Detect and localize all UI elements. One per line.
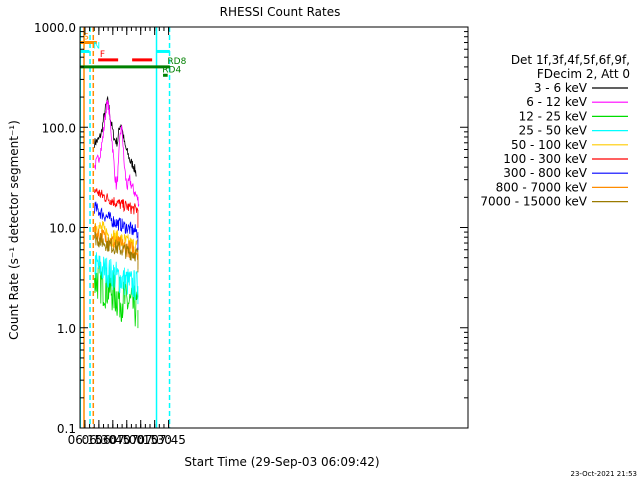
y-tick-label: 1.0 — [57, 322, 76, 336]
series-line — [94, 260, 139, 327]
x-tick-label: 06:45 — [96, 433, 131, 447]
legend-label: 6 - 12 keV — [526, 95, 588, 109]
axes-layer: 1000.0 100.0 10.0 1.0 0.106:1506:3006:4507:0… — [34, 21, 469, 447]
x-tick-label: 07:30 — [137, 433, 172, 447]
legend-label: 3 - 6 keV — [534, 81, 588, 95]
flag-label: S — [83, 33, 89, 43]
y-tick-label: 0.1 — [57, 422, 76, 436]
series-line — [94, 232, 139, 262]
y-tick-label: 1000.0 — [34, 21, 76, 35]
legend-header-line: Det 1f,3f,4f,5f,6f,9f, — [511, 53, 630, 67]
legend-label: 12 - 25 keV — [519, 109, 588, 123]
legend-label: 800 - 7000 keV — [496, 180, 588, 194]
flag-label: RD4 — [162, 65, 181, 75]
series-layer — [94, 95, 140, 329]
series-line — [94, 99, 140, 207]
y-tick-label: 100.0 — [42, 121, 76, 135]
legend-label: 25 - 50 keV — [519, 124, 588, 138]
y-tick-label: 10.0 — [49, 222, 76, 236]
legend-label: 100 - 300 keV — [503, 152, 587, 166]
series-line — [94, 252, 139, 301]
legend-label: 300 - 800 keV — [503, 166, 587, 180]
legend-header-line: FDecim 2, Att 0 — [537, 67, 630, 81]
series-line — [94, 201, 138, 239]
x-axis-label: Start Time (29-Sep-03 06:09:42) — [184, 455, 379, 469]
x-tick-label: 07:15 — [123, 433, 158, 447]
x-tick-label: 07:45 — [151, 433, 186, 447]
legend-header: Det 1f,3f,4f,5f,6f,9f, FDecim 2, Att 0 — [511, 53, 630, 81]
x-tick-label: 07:00 — [109, 433, 144, 447]
y-axis-label: Count Rate (s⁻¹ detector segment⁻¹) — [7, 120, 21, 340]
series-line — [94, 188, 139, 215]
chart-title: RHESSI Count Rates — [220, 5, 341, 19]
flag-label: F — [100, 50, 105, 60]
x-tick-label: 06:30 — [82, 433, 117, 447]
timestamp: 23-Oct-2021 21:53 — [571, 470, 637, 478]
series-line — [94, 95, 137, 177]
legend-label: 7000 - 15000 keV — [480, 195, 587, 209]
legend-label: 50 - 100 keV — [511, 138, 588, 152]
flag-label: RD8 — [167, 57, 186, 67]
x-tick-label: 06:15 — [68, 433, 103, 447]
flag-label: N — [93, 41, 100, 51]
